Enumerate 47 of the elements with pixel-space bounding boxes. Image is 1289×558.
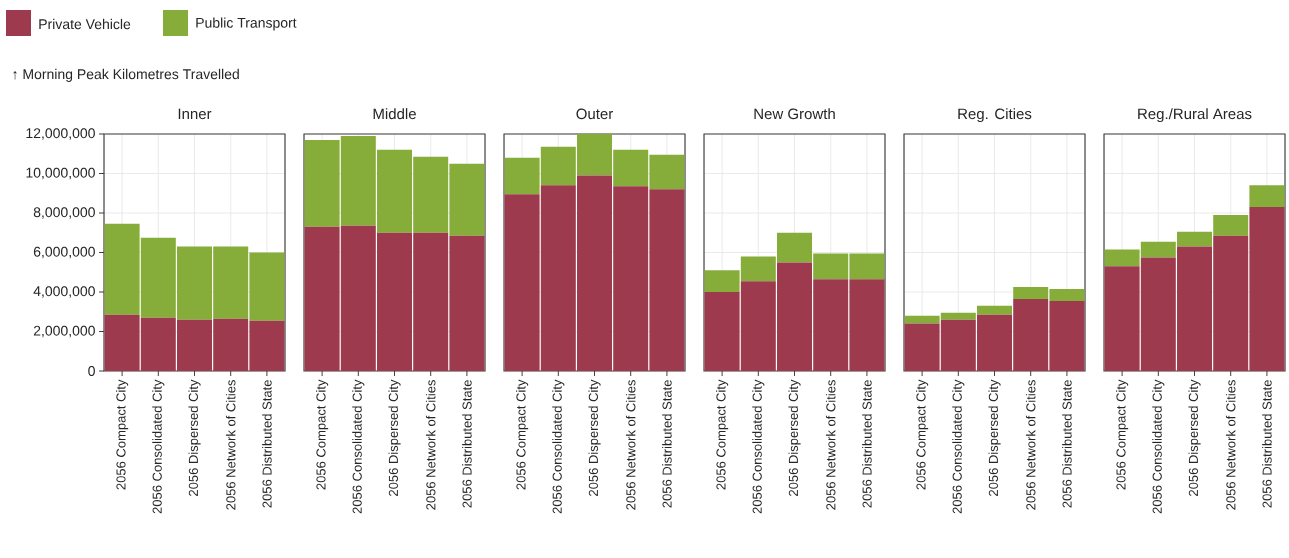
y-tick-label: 2,000,000 bbox=[33, 325, 95, 338]
chart-title: New Growth bbox=[754, 108, 835, 120]
x-tick-label: 2056 Consolidated City bbox=[752, 379, 765, 514]
x-tick-label: 2056 Network of Cities bbox=[1025, 380, 1036, 510]
x-tick-label: 2056 Compact City bbox=[1116, 379, 1129, 490]
y-tick-label: 12,000,000 bbox=[26, 128, 95, 140]
y-axis-title: ↑ Morning Peak Kilometres Travelled bbox=[13, 68, 239, 82]
x-tick-label: 2056 Distributed State bbox=[662, 380, 672, 508]
chart-title: Reg./Rural Areas bbox=[1138, 108, 1252, 123]
x-tick-label: 2056 Dispersed City bbox=[388, 379, 401, 496]
legend-label: Private Vehicle bbox=[39, 18, 131, 30]
chart-title: Inner bbox=[178, 108, 212, 120]
chart-title: Reg. Cities bbox=[958, 108, 1032, 123]
x-tick-label: 2056 Dispersed City bbox=[988, 379, 1001, 496]
x-tick-label: 2056 Consolidated City bbox=[952, 379, 965, 514]
bar bbox=[1249, 185, 1285, 208]
x-tick-label: 2056 Compact City bbox=[316, 379, 329, 490]
x-tick-label: 2056 Compact City bbox=[516, 379, 529, 490]
x-tick-label: 2056 Network of Cities bbox=[225, 380, 236, 510]
x-tick-label: 2056 Network of Cities bbox=[1225, 380, 1236, 510]
x-tick-label: 2056 Consolidated City bbox=[352, 379, 365, 514]
x-tick-label: 2056 Network of Cities bbox=[825, 380, 836, 510]
y-tick-label: 8,000,000 bbox=[33, 207, 95, 219]
x-tick-label: 2056 Distributed State bbox=[262, 380, 272, 508]
y-tick-label: 0 bbox=[88, 366, 95, 376]
y-tick-label: 4,000,000 bbox=[33, 286, 95, 298]
x-tick-label: 2056 Dispersed City bbox=[588, 379, 601, 496]
chart-title: Outer bbox=[576, 108, 614, 120]
y-tick-label: 6,000,000 bbox=[33, 246, 95, 259]
x-tick-label: 2056 Distributed State bbox=[1062, 380, 1072, 508]
chart-title: Middle bbox=[373, 108, 416, 120]
x-tick-label: 2056 Consolidated City bbox=[1152, 379, 1165, 514]
x-tick-label: 2056 Network of Cities bbox=[425, 380, 436, 510]
legend-label: Public Transport bbox=[196, 17, 297, 31]
x-tick-label: 2056 Dispersed City bbox=[188, 379, 201, 496]
x-tick-label: 2056 Dispersed City bbox=[788, 379, 801, 496]
x-tick-label: 2056 Distributed State bbox=[862, 380, 872, 508]
x-tick-label: 2056 Consolidated City bbox=[552, 379, 565, 514]
x-tick-label: 2056 Compact City bbox=[716, 379, 729, 490]
x-tick-label: 2056 Network of Cities bbox=[625, 380, 636, 510]
x-tick-label: 2056 Compact City bbox=[116, 379, 129, 490]
y-tick-label: 10,000,000 bbox=[26, 167, 95, 180]
x-tick-label: 2056 Compact City bbox=[916, 379, 929, 490]
x-tick-label: 2056 Distributed State bbox=[1262, 380, 1272, 508]
x-tick-label: 2056 Distributed State bbox=[462, 380, 472, 508]
x-tick-label: 2056 Consolidated City bbox=[152, 379, 165, 514]
x-tick-label: 2056 Dispersed City bbox=[1188, 379, 1201, 496]
